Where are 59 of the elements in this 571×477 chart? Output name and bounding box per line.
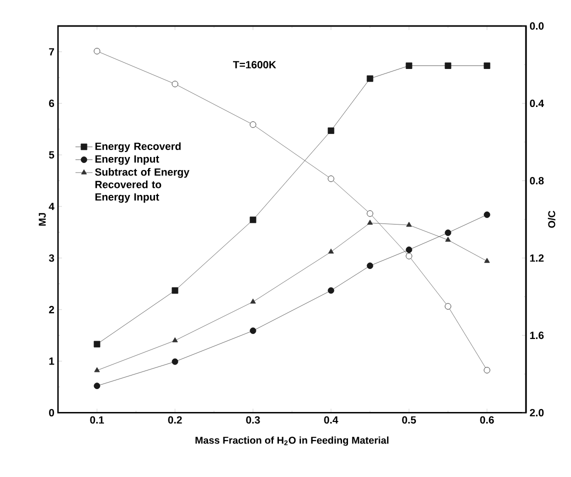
point [328, 127, 334, 134]
point [172, 337, 178, 342]
point [484, 366, 490, 374]
point [484, 258, 490, 263]
point [328, 248, 334, 254]
point [172, 358, 178, 365]
y2-axis-title: O/C [548, 210, 556, 228]
y-tick-label: 0 [49, 409, 54, 416]
point [328, 176, 334, 182]
point [406, 222, 412, 227]
point [444, 303, 452, 310]
point [484, 211, 490, 218]
point [94, 382, 100, 390]
point [366, 210, 374, 217]
y2-tick-label: 2.0 [530, 409, 544, 416]
y-tick-label: 5 [48, 151, 54, 159]
y2-tick-label: 1.6 [530, 332, 544, 340]
x-tick-label: 0.4 [324, 416, 338, 424]
point [250, 327, 256, 334]
y2-tick-label: 0.8 [530, 176, 544, 184]
x-tick-label: 0.1 [90, 416, 104, 424]
y-tick-label: 7 [49, 48, 54, 56]
point [484, 62, 490, 69]
point [406, 252, 412, 260]
point [94, 367, 100, 372]
point [94, 340, 100, 348]
point [444, 230, 452, 236]
x-tick-label: 0.2 [168, 416, 182, 424]
point [172, 80, 178, 88]
point [367, 220, 373, 225]
point [366, 262, 374, 269]
x-tick-label: 0.6 [480, 416, 494, 424]
point [172, 287, 178, 294]
point [328, 287, 334, 294]
y-tick-label: 4 [48, 202, 54, 210]
point [250, 298, 256, 304]
point [445, 236, 451, 242]
y-tick-label: 1 [49, 358, 54, 365]
legend-label: Energy Recoverd [95, 142, 181, 152]
y2-tick-label: 0.4 [530, 100, 544, 108]
y2-tick-label: 1.2 [530, 254, 544, 262]
point [366, 75, 374, 82]
x-axis-title: Mass Fraction of H$_{2}$O in Feeding Material [196, 436, 388, 446]
y2-tick-label: 0.0 [530, 22, 544, 30]
y-axis-title: MJ [38, 213, 46, 226]
point [94, 48, 100, 54]
y-tick-label: 3 [48, 254, 54, 262]
point [406, 62, 412, 69]
point [444, 62, 452, 69]
annotation: T=1600K [233, 60, 276, 68]
legend-label: Energy Input [95, 155, 160, 165]
x-tick-label: 0.3 [246, 416, 260, 424]
legend-label: Subtract of Energy Recovered to Energy Input [95, 168, 190, 203]
x-tick-label: 0.5 [402, 416, 416, 424]
y-tick-label: 6 [49, 100, 54, 108]
y-tick-label: 2 [49, 306, 54, 314]
point [250, 121, 256, 128]
point [406, 246, 412, 254]
point [250, 216, 256, 224]
